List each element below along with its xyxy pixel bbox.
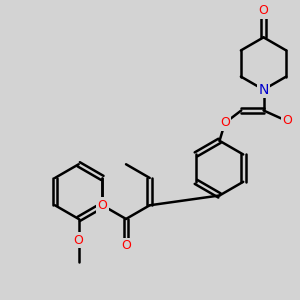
Text: O: O bbox=[282, 114, 292, 127]
Text: N: N bbox=[258, 83, 269, 97]
Text: O: O bbox=[121, 239, 131, 252]
Text: O: O bbox=[98, 199, 107, 212]
Text: O: O bbox=[74, 234, 84, 247]
Text: O: O bbox=[259, 4, 269, 17]
Text: O: O bbox=[220, 116, 230, 130]
